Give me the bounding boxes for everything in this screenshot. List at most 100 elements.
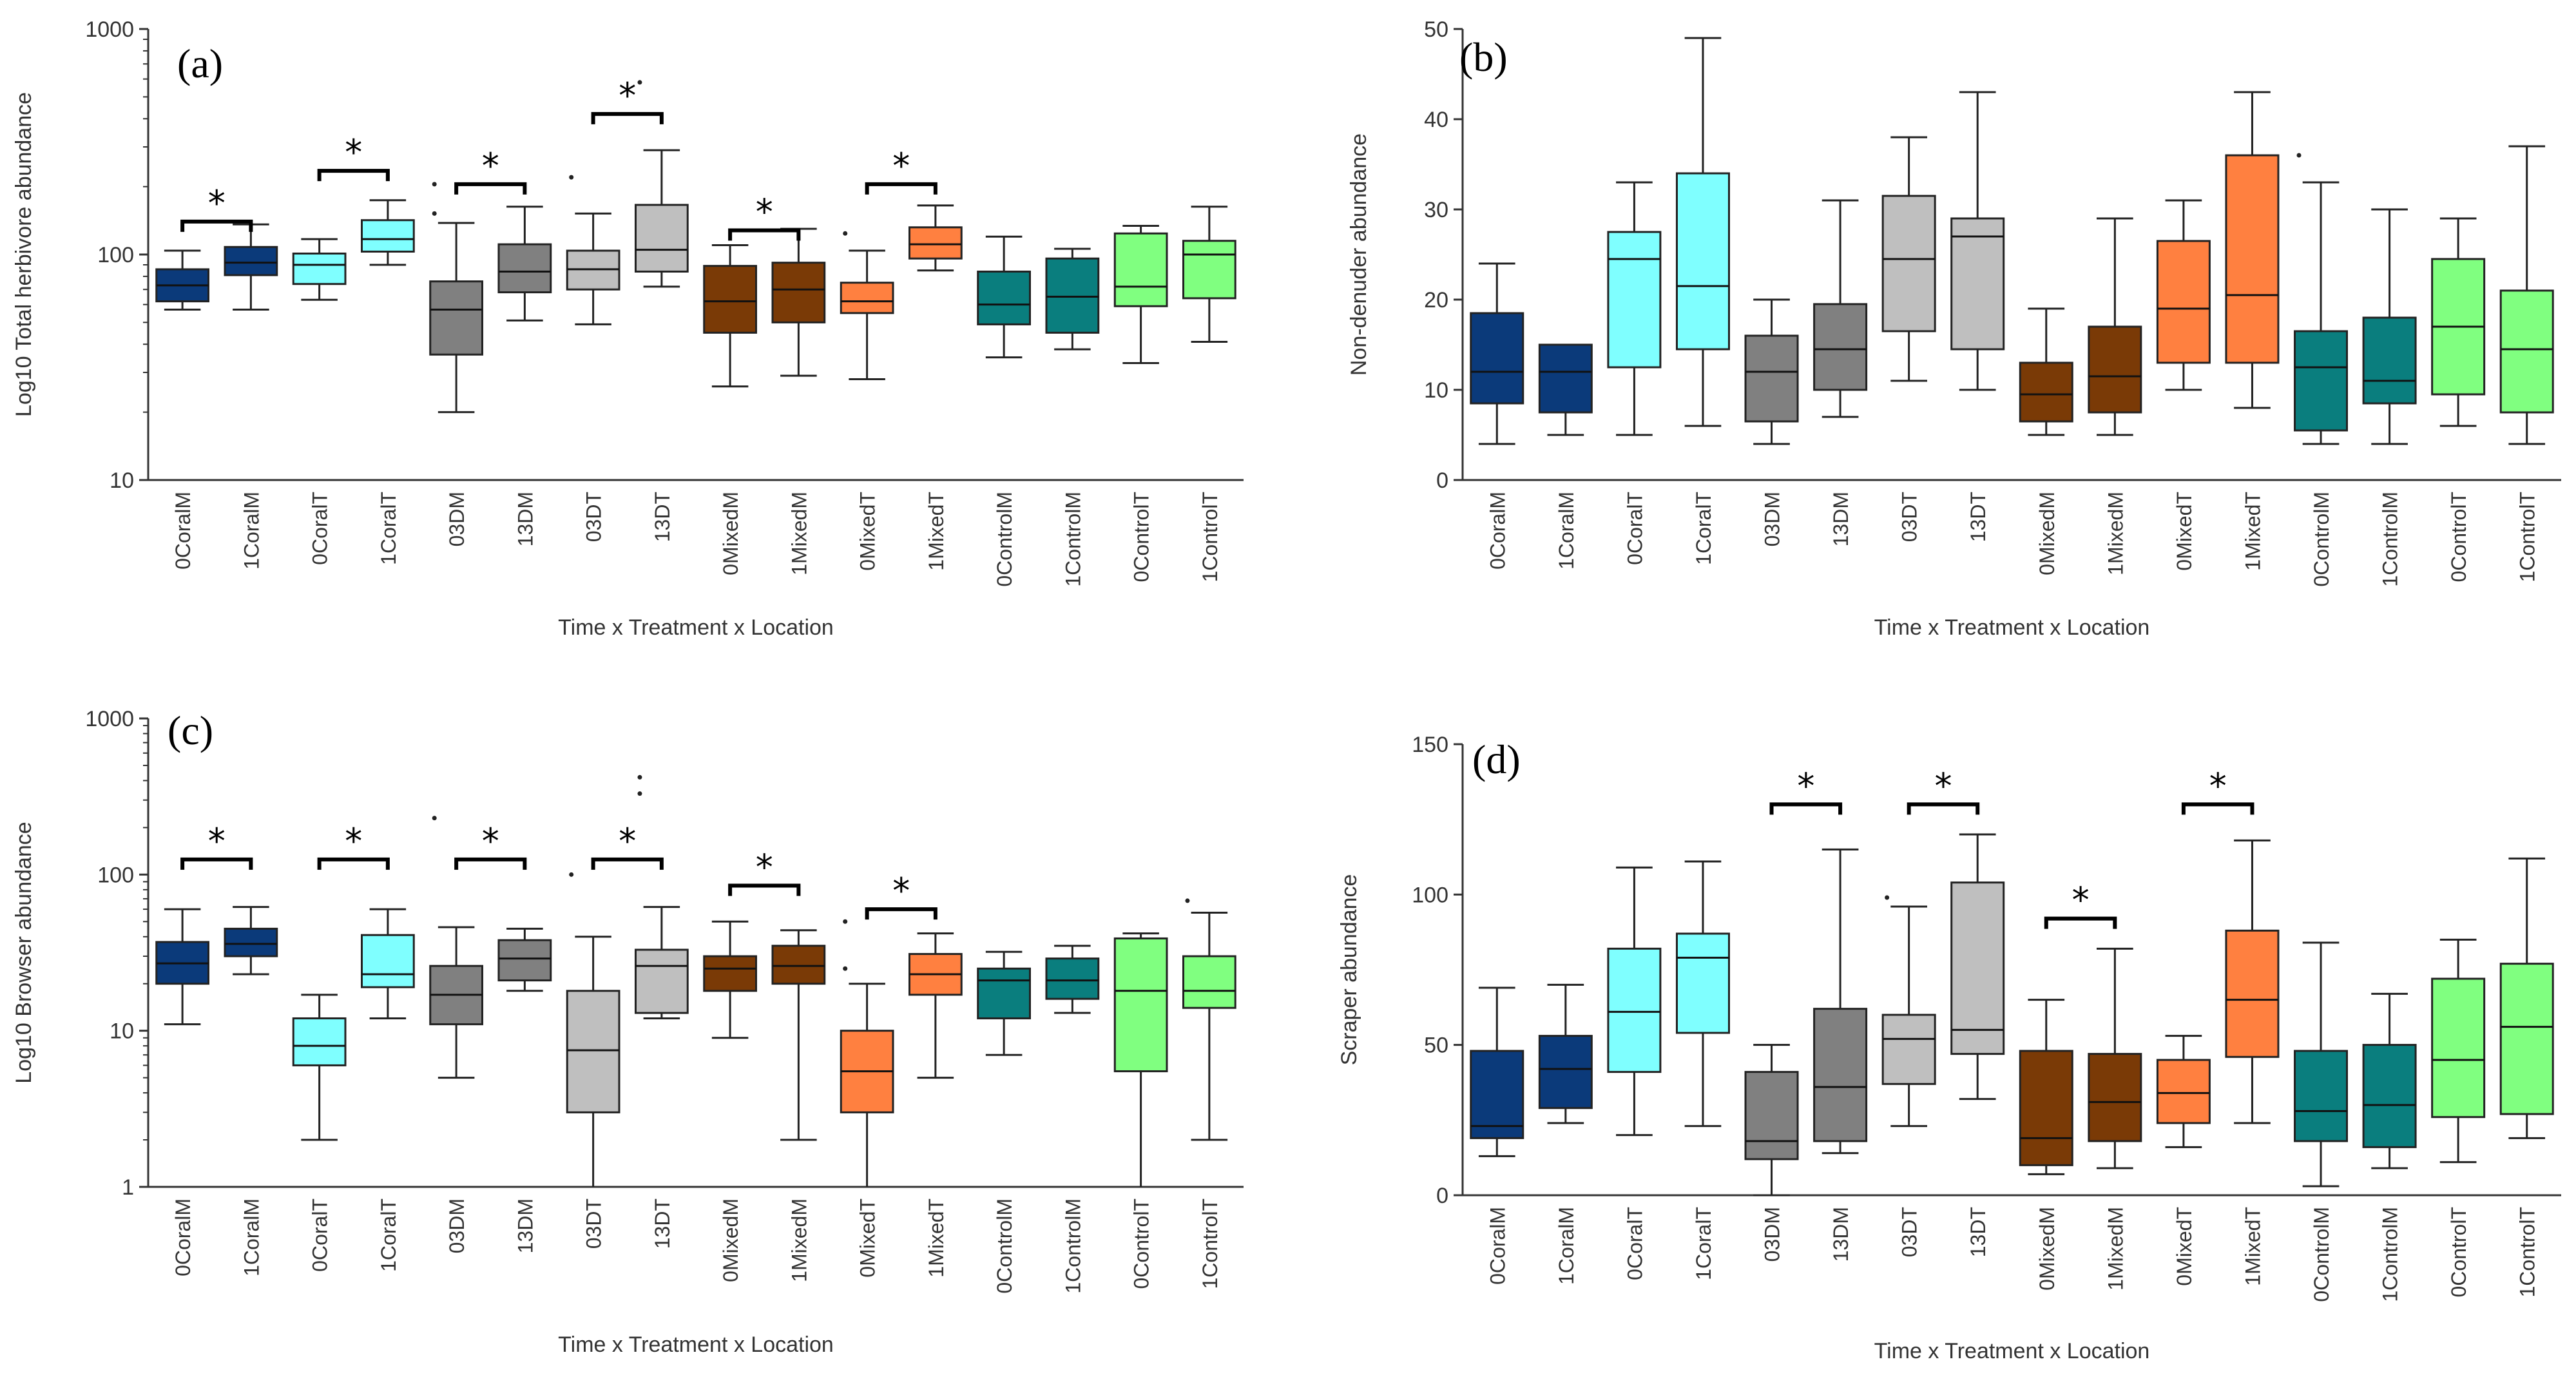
box-1ControlT xyxy=(1182,911,1236,1141)
box-1CoralM xyxy=(1538,343,1593,436)
y-tick-label: 1000 xyxy=(85,17,134,42)
box-iqr xyxy=(2156,240,2211,364)
bracket-line xyxy=(2181,802,2254,815)
x-category-label: 0CoralT xyxy=(1623,492,1646,565)
x-category-label: 1CoralT xyxy=(1692,1207,1715,1280)
x-category-label: 0CoralT xyxy=(309,1198,332,1272)
box-iqr xyxy=(1813,303,1868,391)
significance-bracket: * xyxy=(591,75,664,124)
x-category-label: 1ControlT xyxy=(2516,492,2539,582)
panel-label: (d) xyxy=(1472,736,1521,782)
x-category-label: 13DM xyxy=(514,1198,537,1253)
box-iqr xyxy=(361,934,415,988)
box-1MixedM xyxy=(771,227,826,377)
box-iqr xyxy=(361,219,415,253)
box-iqr xyxy=(566,990,620,1113)
box-iqr xyxy=(497,939,552,982)
box-03DT xyxy=(566,212,620,325)
bracket-line xyxy=(865,182,937,195)
significance-bracket: * xyxy=(728,191,801,241)
x-category-label: 13DT xyxy=(651,492,674,542)
box-iqr xyxy=(2362,1044,2417,1148)
x-category-label: 1MixedT xyxy=(2241,492,2264,571)
box-iqr xyxy=(2431,977,2486,1119)
y-tick-label: 50 xyxy=(1424,17,1448,42)
box-0MixedM xyxy=(2019,307,2073,436)
outlier-point xyxy=(432,816,437,821)
box-03DM xyxy=(1744,298,1799,445)
y-tick-label: 0 xyxy=(1436,468,1448,493)
box-1ControlM xyxy=(1045,247,1100,351)
x-category-label: 0ControlM xyxy=(993,1198,1016,1294)
y-tick-label: 10 xyxy=(110,468,134,493)
significance-star: * xyxy=(756,847,773,887)
panel-label: (c) xyxy=(168,707,213,753)
x-category-label: 03DT xyxy=(1898,492,1921,542)
x-category-label: 1MixedM xyxy=(2104,1207,2127,1291)
box-iqr xyxy=(1045,957,1100,1000)
y-tick-label: 50 xyxy=(1424,1034,1448,1058)
box-iqr xyxy=(2156,1059,2211,1124)
outlier-point xyxy=(843,231,848,236)
chart-panel-a: 10 100 1000 * * * * * * 0CoralM 1CoralM 0CoralT 1Cor… xyxy=(12,17,1244,640)
box-iqr xyxy=(840,282,894,314)
x-category-label: 0MixedM xyxy=(719,1198,742,1282)
box-iqr xyxy=(1881,195,1936,332)
y-tick-label: 40 xyxy=(1424,108,1448,132)
y-tick-label: 0 xyxy=(1436,1184,1448,1208)
outlier-point xyxy=(637,80,642,85)
box-0ControlM xyxy=(977,235,1031,359)
box-iqr xyxy=(2225,154,2280,364)
box-iqr xyxy=(1538,343,1593,414)
box-iqr xyxy=(2225,929,2280,1058)
x-category-label: 0ControlM xyxy=(993,492,1016,587)
significance-bracket: * xyxy=(865,870,937,920)
significance-star: * xyxy=(2072,880,2090,921)
x-category-label: 0MixedT xyxy=(2173,1207,2196,1286)
significance-star: * xyxy=(2209,765,2227,806)
box-iqr xyxy=(977,967,1031,1019)
box-0ControlT xyxy=(2431,217,2486,427)
x-category-label: 03DM xyxy=(445,492,468,546)
significance-star: * xyxy=(482,821,499,861)
box-1MixedM xyxy=(2088,217,2142,436)
x-category-label: 03DT xyxy=(1898,1207,1921,1257)
box-03DT xyxy=(1881,905,1936,1128)
box-1CoralT xyxy=(1675,860,1730,1128)
x-category-label: 1MixedT xyxy=(925,1198,948,1278)
box-1CoralM xyxy=(1538,983,1593,1124)
box-iqr xyxy=(703,265,757,334)
box-iqr xyxy=(2019,1050,2073,1166)
x-category-label: 0CoralT xyxy=(1623,1207,1646,1280)
significance-star: * xyxy=(345,821,362,861)
box-iqr xyxy=(497,243,552,294)
box-03DM xyxy=(1744,1044,1799,1197)
box-0ControlM xyxy=(977,950,1031,1056)
outlier-point xyxy=(843,919,848,924)
x-category-label: 0ControlT xyxy=(2447,1207,2470,1298)
box-13DM xyxy=(497,927,552,992)
box-0MixedT xyxy=(2156,1035,2211,1148)
significance-bracket: * xyxy=(180,183,253,232)
x-category-label: 0ControlM xyxy=(2310,492,2333,587)
x-category-label: 1CoralM xyxy=(240,492,263,570)
y-axis-title: Log10 Browser abundance xyxy=(12,822,36,1083)
x-category-label: 1ControlM xyxy=(2379,492,2402,587)
box-0CoralM xyxy=(155,249,209,311)
box-1ControlT xyxy=(1182,206,1236,343)
bracket-line xyxy=(180,857,253,870)
x-category-label: 1ControlT xyxy=(1198,492,1222,582)
box-0ControlM xyxy=(2294,941,2349,1188)
box-03DT xyxy=(1881,136,1936,382)
box-iqr xyxy=(1675,172,1730,351)
x-category-label: 13DT xyxy=(1966,1207,1990,1257)
box-0CoralT xyxy=(1607,866,1662,1137)
box-iqr xyxy=(2362,316,2417,405)
x-category-label: 0CoralM xyxy=(171,1198,195,1276)
box-1MixedT xyxy=(908,932,963,1079)
significance-bracket: * xyxy=(454,146,527,195)
box-1CoralM xyxy=(224,223,278,311)
box-0CoralT xyxy=(1607,181,1662,436)
outlier-point xyxy=(1185,898,1190,903)
x-category-label: 1ControlT xyxy=(2516,1207,2539,1298)
